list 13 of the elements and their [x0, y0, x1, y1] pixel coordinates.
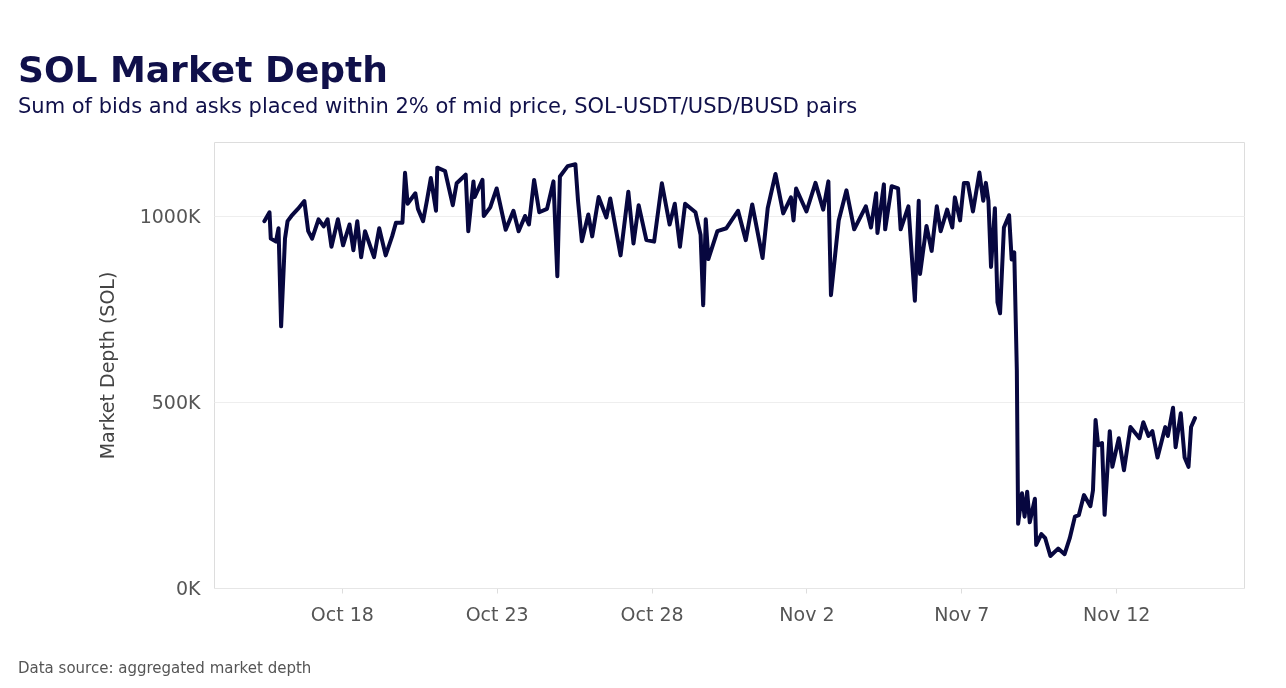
x-tick-label: Oct 23 — [465, 602, 529, 625]
y-tick-label: 1000K — [139, 204, 202, 227]
chart-subtitle: Sum of bids and asks placed within 2% of mid price, SOL-USDT/USD/BUSD pairs — [18, 94, 858, 118]
y-tick-label: 500K — [151, 390, 202, 413]
x-tick-label: Nov 7 — [934, 602, 990, 625]
x-tick-label: Nov 2 — [779, 602, 835, 625]
x-tick-label: Oct 28 — [620, 602, 684, 625]
y-axis-title: Market Depth (SOL) — [95, 271, 118, 460]
x-tick-label: Nov 12 — [1083, 602, 1151, 625]
x-tick-label: Oct 18 — [310, 602, 374, 625]
y-tick-label: 0K — [175, 576, 202, 599]
chart-title: SOL Market Depth — [18, 49, 388, 90]
source-note: Data source: aggregated market depth — [18, 659, 312, 677]
